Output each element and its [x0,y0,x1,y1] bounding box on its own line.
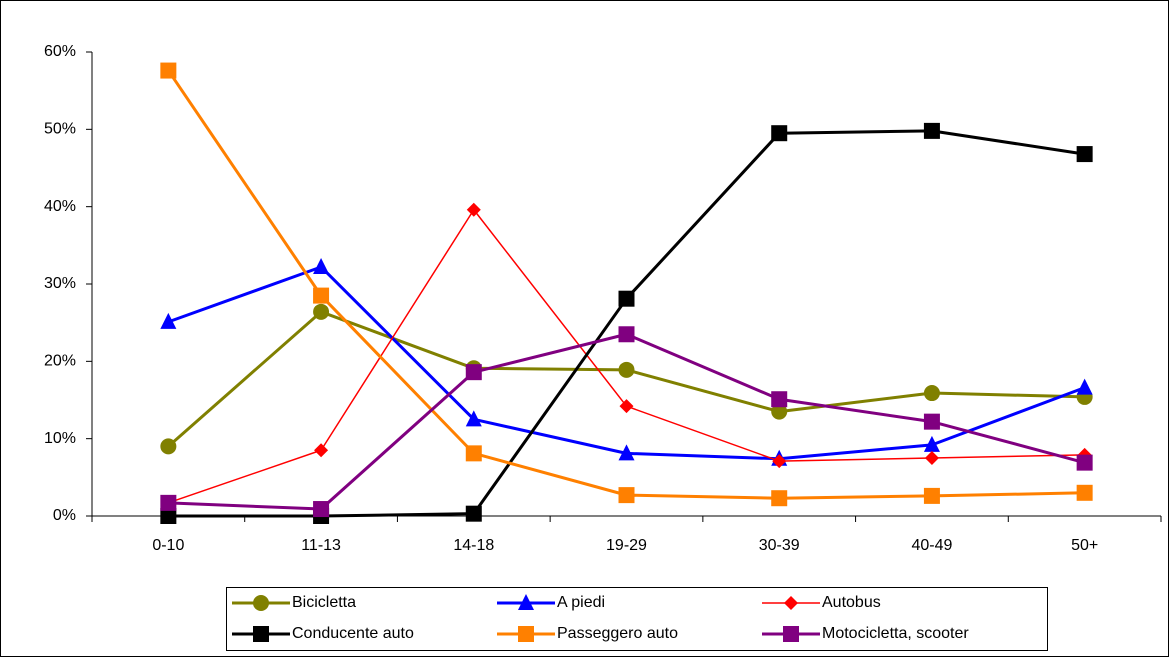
x-tick-label: 0-10 [152,537,184,554]
marker [253,626,269,642]
x-tick-label: 14-18 [453,537,494,554]
marker [466,202,481,217]
marker [923,487,940,504]
marker [465,505,482,522]
marker [313,303,330,320]
marker [1076,146,1093,163]
marker [160,312,177,329]
marker [619,399,634,414]
marker [771,490,788,507]
marker [160,438,177,455]
marker [313,501,330,518]
legend-label: Bicicletta [292,594,356,611]
marker [1076,378,1093,395]
legend-label: Conducente auto [292,625,414,642]
marker [923,413,940,430]
marker [618,487,635,504]
marker [160,494,177,511]
x-tick-label: 30-39 [759,537,800,554]
marker [784,596,798,610]
marker [160,62,177,79]
marker [772,454,787,469]
y-tick-label: 40% [44,198,76,215]
legend-label: Autobus [822,594,881,611]
legend-box [226,587,1048,651]
marker [771,403,788,420]
x-tick-label: 40-49 [911,537,952,554]
y-tick-label: 20% [44,353,76,370]
marker [1076,454,1093,471]
y-tick-label: 0% [53,507,76,524]
marker [253,595,269,611]
x-tick-label: 50+ [1071,537,1098,554]
marker [465,445,482,462]
marker [618,444,635,461]
legend-label: Passeggero auto [557,625,678,642]
marker [518,594,534,610]
marker [465,364,482,381]
y-tick-label: 50% [44,121,76,138]
marker [923,122,940,139]
marker [924,451,939,465]
marker [1076,484,1093,501]
y-tick-label: 30% [44,275,76,292]
marker [160,508,177,524]
marker [313,287,330,304]
x-tick-label: 19-29 [606,537,647,554]
marker [314,443,329,458]
y-tick-label: 10% [44,430,76,447]
marker [923,385,940,402]
marker [313,257,330,274]
legend-label: A piedi [557,594,605,611]
x-tick-label: 11-13 [301,537,341,554]
y-tick-label: 60% [44,43,76,60]
marker [618,326,635,343]
legend-label: Motocicletta, scooter [822,625,969,642]
marker [618,290,635,307]
marker [518,626,534,642]
marker [923,435,940,452]
marker [618,361,635,378]
marker [783,626,799,642]
marker [771,391,788,408]
marker [771,125,788,142]
marker [465,410,482,427]
